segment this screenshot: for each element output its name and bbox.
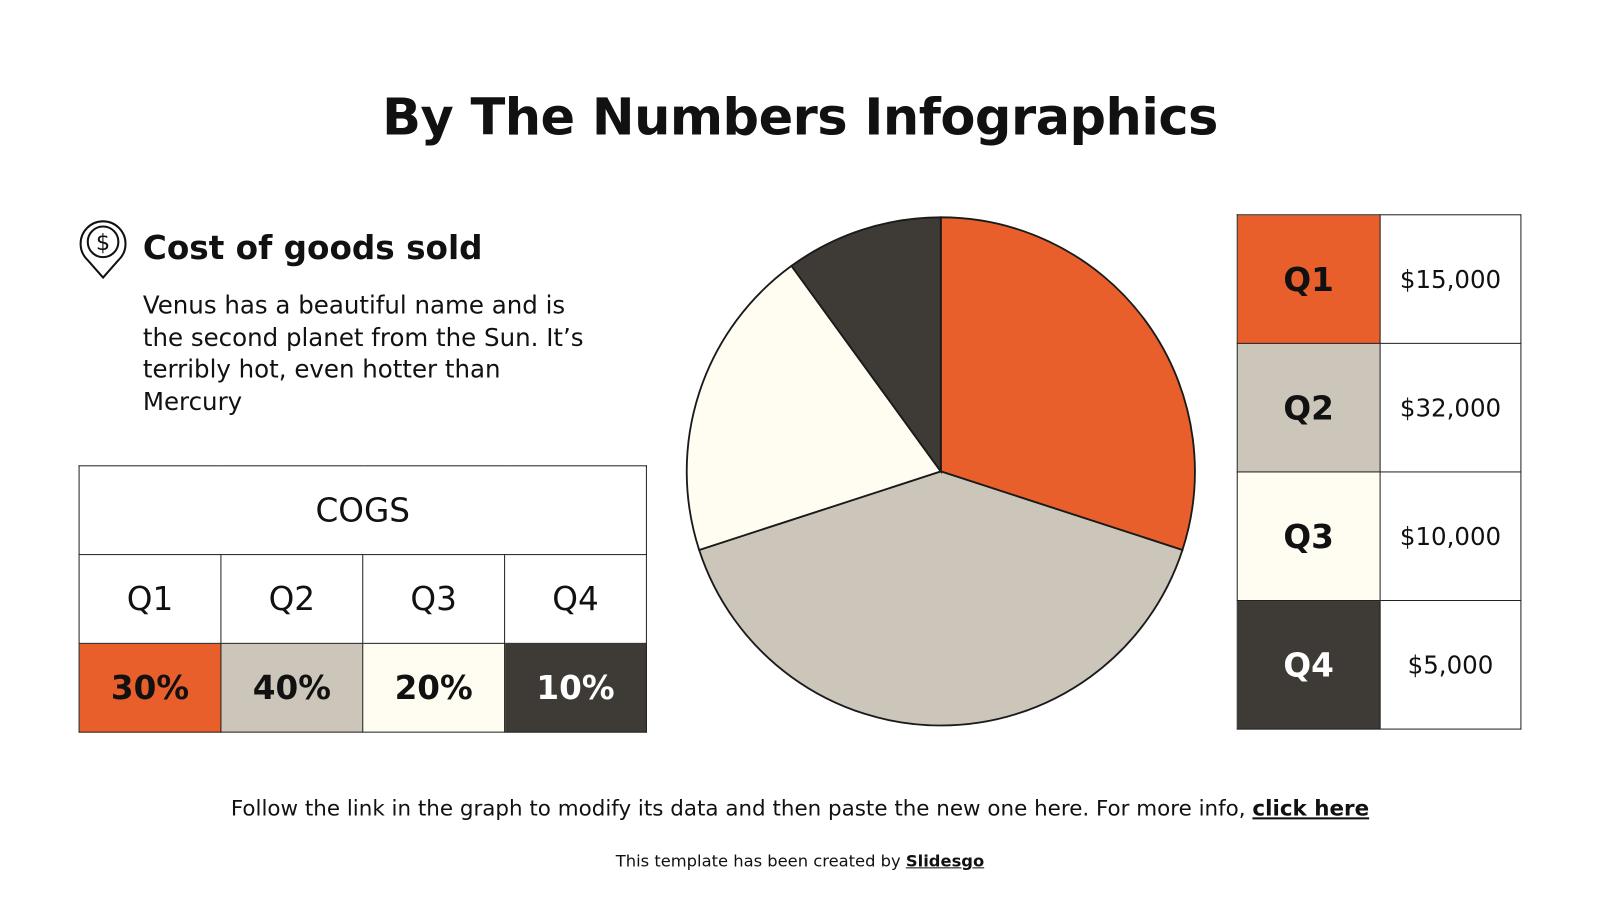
quarter-cell: Q1 [78,554,222,644]
section-heading: Cost of goods sold [142,228,483,268]
quarter-label: Q4 [1236,599,1381,730]
percent-cell: 40% [220,642,364,733]
pie-slice-q3 [685,264,943,552]
credit: This template has been created by Slides… [0,851,1600,870]
page-title: By The Numbers Infographics [382,87,1218,147]
footer-note-text: Follow the link in the graph to modify i… [230,795,1253,821]
pie-chart [685,216,1196,727]
quarter-value: $10,000 [1379,471,1522,602]
pie-slice-q1 [939,216,1196,552]
pie-slice-q2 [698,470,1184,727]
pie-slice-q4 [790,216,942,475]
slidesgo-link[interactable]: Slidesgo [905,851,985,871]
section-description: Venus has a beautiful name and is the se… [142,290,584,416]
quarter-cell: Q3 [362,554,506,644]
footer-note: Follow the link in the graph to modify i… [0,796,1600,820]
credit-text: This template has been created by [615,851,906,871]
quarter-cell: Q4 [504,554,647,644]
quarter-value: $32,000 [1379,342,1522,473]
quarter-cell: Q2 [220,554,364,644]
dollar-location-pin-icon: $ [79,220,127,280]
cogs-header: COGS [78,465,647,556]
quarter-value: $5,000 [1379,599,1522,730]
svg-text:$: $ [96,230,110,256]
percent-cell: 10% [504,642,647,733]
quarter-label: Q1 [1236,214,1381,344]
quarter-label: Q3 [1236,471,1381,602]
cogs-table: COGS Q1 Q2 Q3 Q4 30% 40% 20% 10% [78,465,647,733]
quarter-label: Q2 [1236,342,1381,473]
percent-cell: 30% [78,642,222,733]
percent-cell: 20% [362,642,506,733]
quarter-value: $15,000 [1379,214,1522,344]
click-here-link[interactable]: click here [1252,795,1370,821]
quarter-value-table: Q1 $15,000 Q2 $32,000 Q3 $10,000 Q4 $5,000 [1236,214,1522,730]
